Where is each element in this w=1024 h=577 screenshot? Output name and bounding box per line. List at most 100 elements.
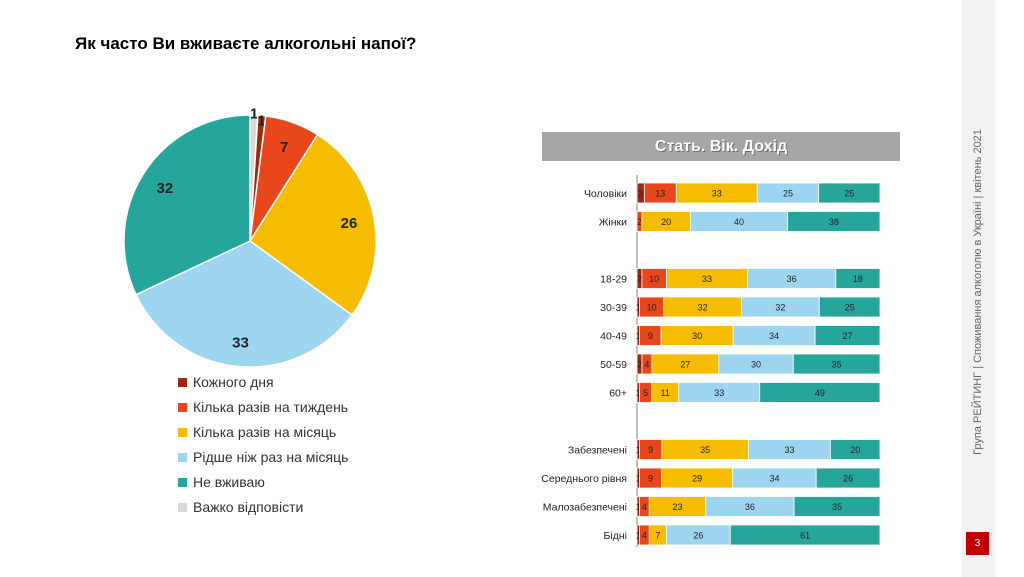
bar-value-label: 27 [680,360,690,370]
legend-swatch [178,378,187,387]
bar-value-label: 32 [698,303,708,313]
bar-category-label: 18-29 [600,274,627,286]
bar-value-label: 25 [845,303,855,313]
bar-value-label: 34 [769,331,779,341]
bar-value-label: 35 [832,360,842,370]
pie-label-weekly: 7 [280,139,288,156]
bar-value-label: 33 [702,274,712,284]
bar-segment-never [787,211,881,232]
bar-value-label: 36 [745,502,755,512]
bar-value-label: 4 [644,360,649,370]
legend-label: Важко відповісти [193,499,304,515]
pie-slice-rarely [134,240,353,368]
legend-swatch [178,403,187,412]
legend-label: Кілька разів на тиждень [193,399,349,415]
pie-label-daily: 1 [257,112,265,129]
legend-label: Рідше ніж раз на місяць [193,449,349,465]
pie-label-never: 32 [157,180,174,197]
bar-value-label: 4 [642,531,647,541]
pie-legend: Кожного дня Кілька разів на тиждень Кілька… [178,373,348,523]
bar-value-label: 35 [700,445,710,455]
legend-item-daily: Кожного дня [178,373,348,398]
bar-value-label: 1 [636,531,641,541]
bar-value-label: 9 [648,474,653,484]
bar-value-label: 23 [672,502,682,512]
page-number-badge: 3 [966,532,989,555]
bar-value-label: 34 [769,474,779,484]
bar-value-label: 9 [648,445,653,455]
pie-slice-never [123,114,251,296]
bar-value-label: 3 [638,189,643,199]
bar-value-label: 11 [661,388,670,398]
bar-value-label: 1 [636,474,641,484]
bar-value-label: 20 [661,217,671,227]
bar-segment-never [759,382,881,403]
bar-value-label: 1 [636,502,641,512]
legend-swatch [178,478,187,487]
bar-category-label: 50-59 [600,359,627,371]
bar-value-label: 35 [832,502,842,512]
bar-value-label: 32 [775,303,785,313]
bar-value-label: 10 [649,274,659,284]
bar-value-label: 1 [636,388,641,398]
bar-category-label: Чоловіки [584,188,627,200]
legend-item-monthly: Кілька разів на місяць [178,423,348,448]
bar-value-label: 18 [853,274,863,284]
bar-value-label: 10 [647,303,657,313]
bar-segment-never [793,496,881,517]
bar-value-label: 29 [692,474,702,484]
bar-category-label: Малозабезпечені [543,502,627,514]
legend-swatch [178,503,187,512]
bar-value-label: 20 [850,445,860,455]
legend-item-never: Не вживаю [178,473,348,498]
bar-value-label: 33 [714,388,724,398]
sidebar-strip [962,0,995,577]
bar-value-label: 25 [783,189,793,199]
bar-segment-never [814,325,881,346]
bar-value-label: 2 [637,217,642,227]
bar-segment-never [835,268,881,289]
legend-swatch [178,453,187,462]
pie-slice-monthly [248,133,377,317]
bar-value-label: 25 [844,189,854,199]
legend-label: Не вживаю [193,474,265,490]
sidebar-caption: Група РЕЙТИНГ | Споживання алкоголю в Ук… [972,129,984,455]
legend-item-rarely: Рідше ніж раз на місяць [178,448,348,473]
legend-swatch [178,428,187,437]
bar-value-label: 30 [751,360,761,370]
bar-value-label: 13 [655,189,665,199]
bar-category-label: Жінки [599,217,627,229]
pie-label-hard: 1 [250,106,258,123]
pie-label-rarely: 33 [232,334,249,351]
legend-item-weekly: Кілька разів на тиждень [178,398,348,423]
bar-value-label: 7 [655,531,660,541]
bar-value-label: 40 [734,217,744,227]
bar-value-label: 61 [800,531,810,541]
bar-value-label: 33 [784,445,794,455]
legend-label: Кожного дня [193,374,274,390]
bar-value-label: 26 [843,474,853,484]
bar-value-label: 5 [643,388,648,398]
bar-value-label: 30 [692,331,702,341]
bar-segment-never [815,467,881,489]
page-title: Як часто Ви вживаєте алкогольні напої? [75,34,417,53]
legend-item-hard: Важко відповісти [178,498,348,523]
bar-value-label: 38 [829,217,839,227]
bar-value-label: 2 [637,360,642,370]
bar-category-label: 40-49 [600,331,627,343]
bar-value-label: 33 [712,189,722,199]
bar-category-label: 60+ [609,388,627,400]
bar-category-label: Бідні [604,530,627,542]
bar-value-label: 49 [815,388,825,398]
bar-value-label: 9 [648,331,653,341]
bar-chart-header: Стать. Вік. Дохід [542,132,900,161]
bar-value-label: 1 [636,303,641,313]
bar-segment-never [830,439,881,460]
bar-segment-never [818,182,881,204]
bar-value-label: 4 [642,502,647,512]
bar-value-label: 36 [787,274,797,284]
legend-label: Кілька разів на місяць [193,424,337,440]
bar-segment-never [818,296,881,318]
